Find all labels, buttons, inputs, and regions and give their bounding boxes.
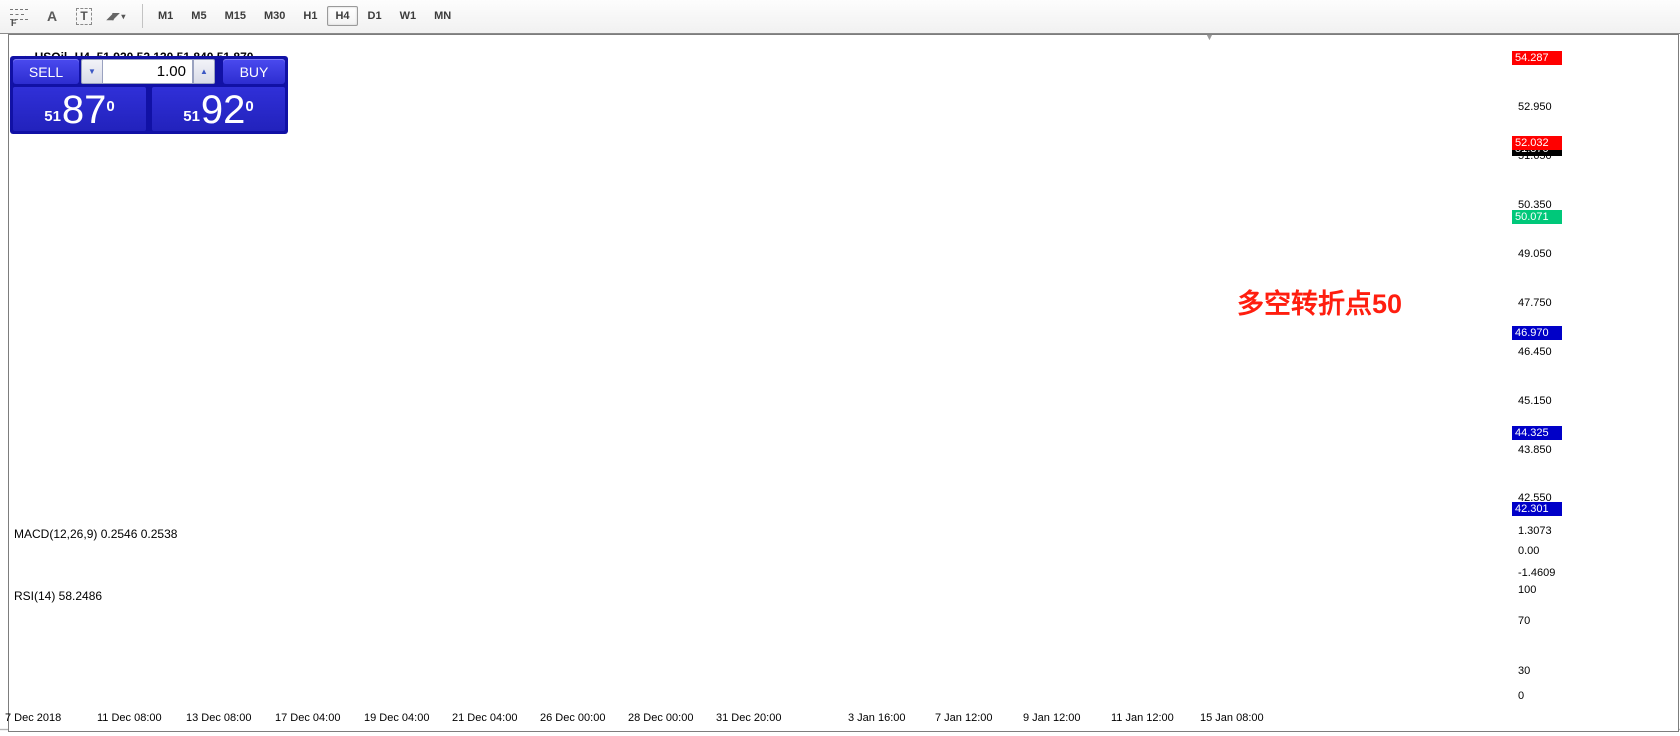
- fibonacci-tool-icon[interactable]: F: [8, 4, 32, 28]
- price-level-badge: 44.325: [1512, 425, 1562, 440]
- time-axis-label: 11 Jan 12:00: [1111, 712, 1174, 724]
- price-level-badge: 50.071: [1512, 209, 1562, 224]
- volume-input[interactable]: [102, 59, 193, 84]
- time-axis-label: 13 Dec 08:00: [186, 712, 252, 724]
- indicator-axis-label: 100: [1518, 584, 1537, 596]
- chart-window: [8, 34, 1679, 732]
- buy-button[interactable]: BUY: [223, 59, 285, 84]
- time-axis-label: 21 Dec 04:00: [452, 712, 518, 724]
- indicator-axis-label: -1.4609: [1518, 566, 1556, 579]
- time-axis-label: 15 Jan 08:00: [1200, 712, 1264, 724]
- price-tick-label: 50.350: [1518, 199, 1552, 212]
- timeframe-button-m15[interactable]: M15: [224, 10, 246, 22]
- sell-button[interactable]: SELL: [13, 59, 79, 84]
- indicator-axis-label: 70: [1518, 615, 1531, 627]
- buy-price-main: 92: [200, 88, 246, 132]
- timeframe-toolbar: M1 M5 M15 M30 H1 H4 D1 W1 MN: [150, 4, 461, 28]
- time-axis-label: 3 Jan 16:00: [848, 712, 906, 724]
- price-level-badge: 52.032: [1512, 135, 1562, 150]
- timeframe-button-d1[interactable]: D1: [367, 10, 382, 22]
- volume-increase-button[interactable]: ▲: [193, 59, 215, 84]
- price-tick-label: 46.450: [1518, 345, 1552, 358]
- price-tick-label: 47.750: [1518, 296, 1552, 309]
- sell-price-tile[interactable]: 51 87 0: [13, 87, 146, 131]
- buy-price-prefix: 51: [183, 108, 200, 125]
- timeframe-button-mn[interactable]: MN: [434, 10, 452, 22]
- text-tool-icon[interactable]: A: [46, 8, 58, 24]
- time-axis-label: 7 Jan 12:00: [935, 712, 993, 724]
- price-tick-label: 43.850: [1518, 443, 1552, 456]
- time-axis-label: 9 Jan 12:00: [1023, 712, 1081, 724]
- time-axis-label: 31 Dec 20:00: [716, 712, 782, 724]
- price-tick-label: 49.050: [1518, 248, 1552, 261]
- buy-price-tile[interactable]: 51 92 0: [152, 87, 285, 131]
- indicator-axis-label: 1.3073: [1518, 524, 1552, 537]
- time-axis-label: 7 Dec 2018: [5, 712, 62, 724]
- indicator-axis-label: 0.00: [1518, 544, 1540, 557]
- timeframe-button-h4[interactable]: H4: [327, 6, 358, 26]
- indicator-axis-label: 30: [1518, 665, 1531, 677]
- price-tick-label: 45.150: [1518, 394, 1552, 407]
- timeframe-button-w1[interactable]: W1: [399, 10, 417, 22]
- toolbar-separator: [142, 4, 143, 28]
- annotation-text: 多空转折点50: [1237, 289, 1403, 319]
- timeframe-button-m30[interactable]: M30: [263, 10, 286, 22]
- time-axis-label: 26 Dec 00:00: [540, 712, 606, 724]
- arrows-tool-icon[interactable]: ◢◤ ▾: [106, 10, 126, 21]
- sell-price-sup: 0: [106, 98, 115, 115]
- timeframe-button-m1[interactable]: M1: [158, 10, 174, 22]
- buy-price-sup: 0: [245, 98, 254, 115]
- time-axis-label: 17 Dec 04:00: [275, 712, 341, 724]
- time-axis-label: 11 Dec 08:00: [97, 712, 162, 724]
- toolbar: F A T ◢◤ ▾ M1 M5 M15 M30 H1 H4 D1 W1 MN: [0, 0, 1680, 34]
- indicator-axis-label: 0: [1518, 690, 1525, 702]
- time-axis-label: 19 Dec 04:00: [364, 712, 430, 724]
- price-level-badge: 42.301: [1512, 501, 1562, 516]
- sell-price-main: 87: [61, 88, 107, 132]
- dropdown-caret-icon: ▾: [121, 11, 126, 21]
- time-axis-label: 28 Dec 00:00: [628, 712, 694, 724]
- price-tick-label: 42.550: [1518, 492, 1552, 505]
- volume-decrease-button[interactable]: ▼: [81, 59, 103, 84]
- text-label-tool-icon[interactable]: T: [72, 4, 96, 28]
- price-tick-label: 52.950: [1518, 101, 1552, 114]
- price-level-badge: 46.970: [1512, 326, 1562, 341]
- timeframe-button-m5[interactable]: M5: [191, 10, 207, 22]
- chevron-down-icon[interactable]: ▼: [1205, 32, 1214, 42]
- one-click-trade-panel: SELL ▼ ▲ BUY 51 87 0 51 92 0: [10, 56, 288, 134]
- macd-indicator-label: MACD(12,26,9) 0.2546 0.2538: [14, 527, 178, 541]
- timeframe-button-h1[interactable]: H1: [303, 10, 318, 22]
- price-level-badge: 54.287: [1512, 51, 1562, 66]
- sell-price-prefix: 51: [44, 108, 61, 125]
- rsi-indicator-label: RSI(14) 58.2486: [14, 589, 103, 603]
